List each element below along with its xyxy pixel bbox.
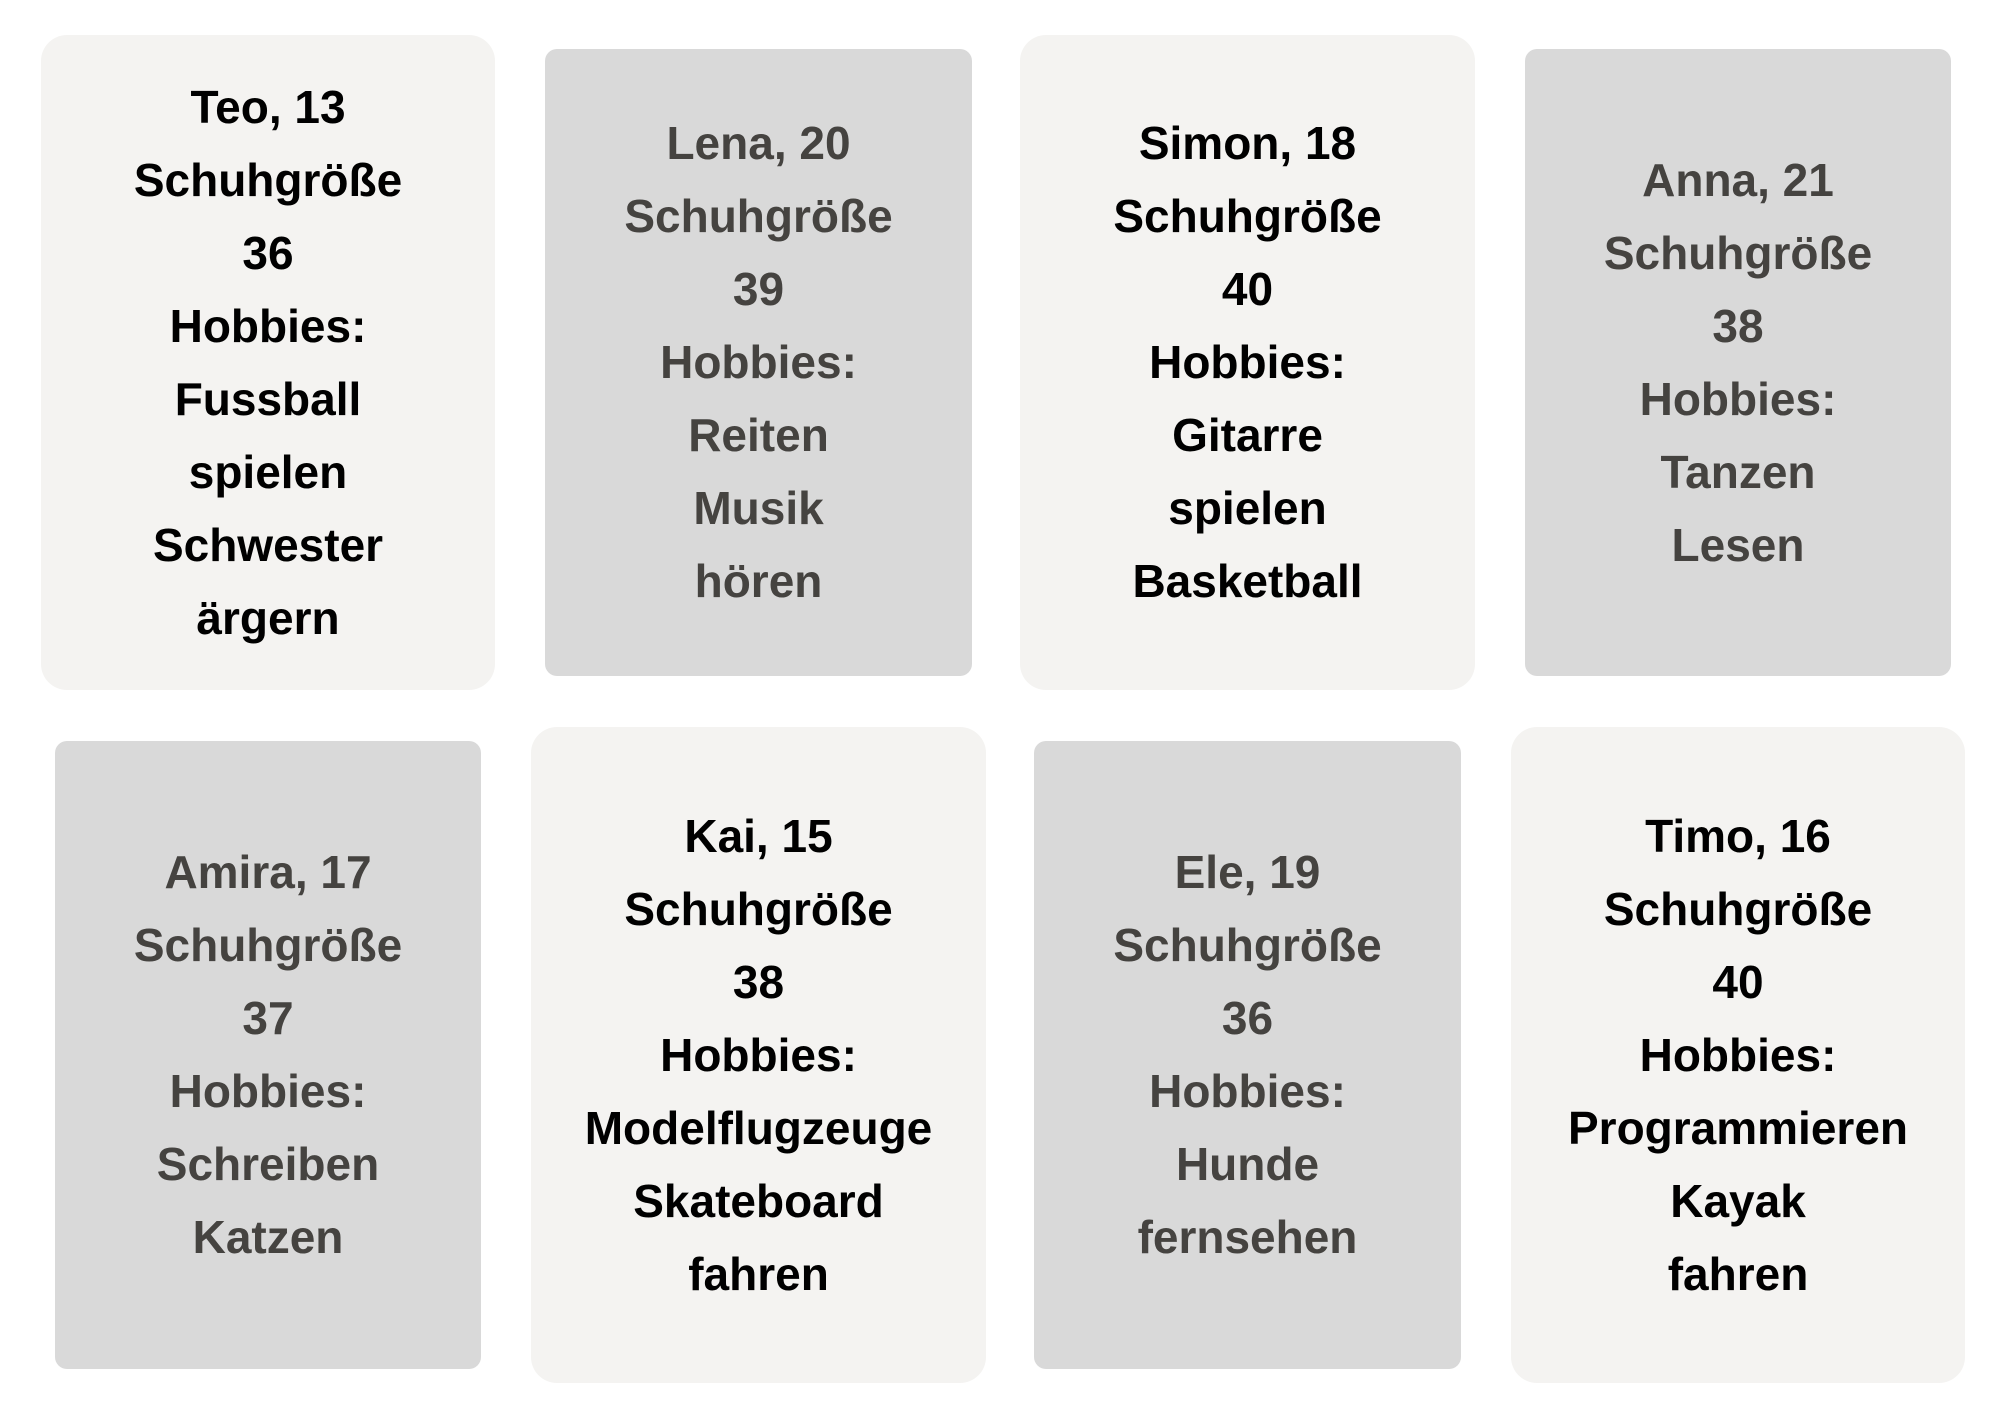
card-line: Modelflugzeuge xyxy=(584,1101,933,1154)
card-line: Schuhgröße xyxy=(1603,882,1873,935)
profile-card: Timo, 16 Schuhgröße 40 Hobbies: Programmiere… xyxy=(1511,727,1965,1383)
profile-card: Simon, 18 Schuhgröße 40 Hobbies: Gitarre spie… xyxy=(1020,35,1475,690)
card-line: Hobbies: xyxy=(1149,336,1346,388)
card-line: Lesen xyxy=(1671,518,1805,571)
profile-card: Teo, 13 Schuhgröße 36 Hobbies: Fussball spiel… xyxy=(41,35,495,690)
card-line: spielen xyxy=(1168,482,1327,534)
card-line: 40 xyxy=(1221,263,1274,315)
card-line: Fussball xyxy=(174,372,362,425)
card-name: Kai, 15 xyxy=(684,809,833,862)
card-line: Gitarre xyxy=(1172,409,1323,461)
card-line: Schuhgröße xyxy=(624,190,893,242)
card-name: Teo, 13 xyxy=(190,80,346,133)
card-line: Schuhgröße xyxy=(1603,226,1873,279)
card-name: Simon, 18 xyxy=(1138,117,1357,169)
card-line: Basketball xyxy=(1132,555,1363,607)
card-line: 40 xyxy=(1712,955,1764,1008)
card-line: Kayak xyxy=(1670,1174,1806,1227)
card-line: fahren xyxy=(688,1247,829,1300)
card-line: Schuhgröße xyxy=(133,919,403,971)
card-line: Skateboard xyxy=(633,1174,884,1227)
profile-card: Amira, 17 Schuhgröße 37 Hobbies: Schreiben Ka… xyxy=(55,741,481,1369)
card-line: 38 xyxy=(732,955,785,1008)
card-line: Schuhgröße xyxy=(1113,190,1382,242)
card-line: 38 xyxy=(1712,299,1764,352)
profile-card: Ele, 19 Schuhgröße 36 Hobbies: Hunde fernsehe… xyxy=(1034,741,1461,1369)
card-line: Hobbies: xyxy=(1639,372,1837,425)
card-line: Tanzen xyxy=(1660,445,1816,498)
profile-card: Anna, 21 Schuhgröße 38 Hobbies: Tanzen Lesen xyxy=(1525,49,1951,676)
card-name: Lena, 20 xyxy=(666,117,851,169)
card-line: Schuhgröße xyxy=(133,153,403,206)
card-line: Katzen xyxy=(192,1211,344,1263)
card-name: Ele, 19 xyxy=(1174,846,1321,898)
card-line: Hobbies: xyxy=(169,299,367,352)
card-line: 37 xyxy=(242,992,294,1044)
card-line: Hobbies: xyxy=(1639,1028,1837,1081)
card-line: Schuhgröße xyxy=(1113,919,1382,971)
card-line: Hobbies: xyxy=(660,1028,857,1081)
card-line: Reiten xyxy=(688,409,829,461)
card-line: ärgern xyxy=(196,591,340,644)
card-line: Schwester xyxy=(152,518,384,571)
card-line: 36 xyxy=(1221,992,1274,1044)
card-line: hören xyxy=(694,555,823,607)
card-line: Musik xyxy=(693,482,824,534)
card-line: 36 xyxy=(242,226,294,279)
card-line: Schreiben xyxy=(156,1138,380,1190)
card-line: 39 xyxy=(732,263,785,315)
card-line: spielen xyxy=(188,445,348,498)
card-line: Hunde xyxy=(1175,1138,1320,1190)
card-line: fahren xyxy=(1667,1247,1809,1300)
card-line: fernsehen xyxy=(1137,1211,1358,1263)
card-name: Timo, 16 xyxy=(1645,809,1831,862)
profile-card: Lena, 20 Schuhgröße 39 Hobbies: Reiten Musik h… xyxy=(545,49,972,676)
card-line: Hobbies: xyxy=(1149,1065,1346,1117)
card-line: Schuhgröße xyxy=(624,882,893,935)
card-line: Hobbies: xyxy=(169,1065,367,1117)
card-name: Amira, 17 xyxy=(164,846,372,898)
card-name: Anna, 21 xyxy=(1642,153,1834,206)
profile-card: Kai, 15 Schuhgröße 38 Hobbies: Modelflugzeug… xyxy=(531,727,986,1383)
card-line: Programmieren xyxy=(1567,1101,1908,1154)
card-line: Hobbies: xyxy=(660,336,857,388)
